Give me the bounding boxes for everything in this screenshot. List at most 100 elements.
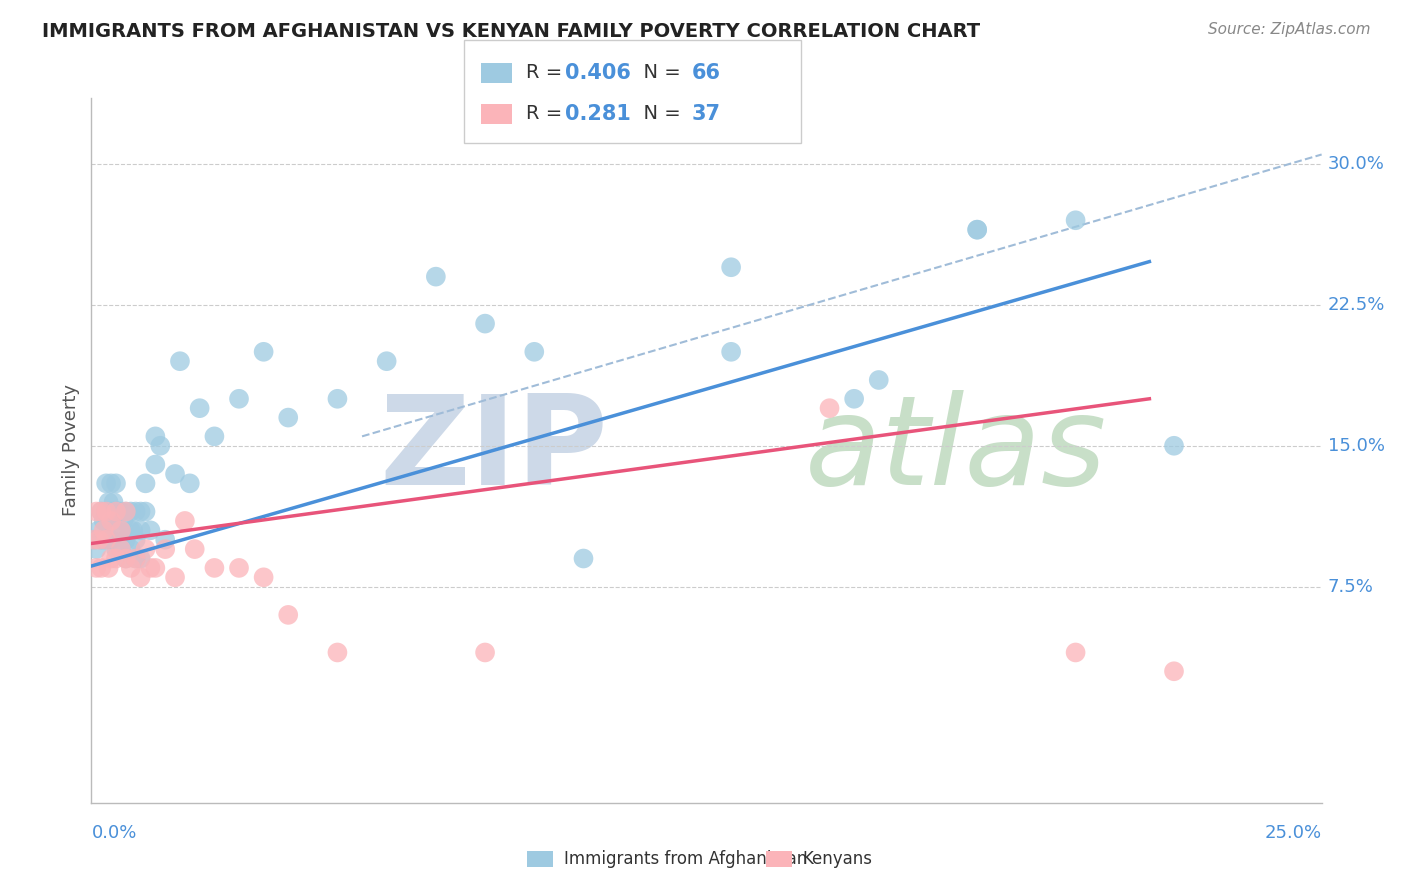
Point (86, 542, 108, 557)
Point (105, 551, 127, 566)
Text: N =: N = (631, 63, 688, 82)
Text: N =: N = (631, 104, 688, 123)
Point (183, 542, 207, 557)
Point (169, 354, 191, 368)
Point (105, 504, 127, 518)
Text: 66: 66 (692, 63, 721, 83)
Point (139, 524, 162, 538)
Point (842, 392, 865, 406)
Point (966, 222, 988, 236)
Point (145, 458, 166, 472)
Point (228, 561, 250, 575)
Point (474, 645, 496, 659)
Point (139, 561, 162, 575)
Point (86, 561, 108, 575)
Point (93, 524, 115, 538)
Point (83, 533, 105, 547)
Text: IMMIGRANTS FROM AFGHANISTAN VS KENYAN FAMILY POVERTY CORRELATION CHART: IMMIGRANTS FROM AFGHANISTAN VS KENYAN FA… (42, 22, 980, 41)
Point (135, 476, 156, 491)
Point (100, 504, 122, 518)
Point (153, 533, 177, 547)
Text: 7.5%: 7.5% (1327, 578, 1374, 596)
Point (96, 504, 117, 518)
Point (135, 542, 156, 557)
Point (277, 607, 299, 622)
Point (202, 561, 225, 575)
Point (90, 504, 112, 518)
Point (103, 495, 125, 509)
Point (1064, 213, 1087, 227)
Point (114, 504, 138, 518)
Point (90, 533, 112, 547)
Point (114, 551, 138, 566)
Text: atlas: atlas (804, 390, 1107, 511)
Point (114, 504, 138, 518)
Point (100, 533, 122, 547)
Point (114, 551, 138, 566)
Point (277, 410, 299, 425)
Point (1163, 665, 1185, 679)
Point (868, 373, 890, 387)
Point (188, 401, 211, 416)
Y-axis label: Family Poverty: Family Poverty (62, 384, 80, 516)
Point (105, 542, 127, 557)
Point (124, 504, 146, 518)
Point (1064, 645, 1087, 659)
Point (100, 514, 122, 528)
Point (523, 344, 546, 359)
Point (129, 570, 152, 584)
Text: ZIP: ZIP (380, 390, 607, 511)
Point (124, 533, 146, 547)
Point (83, 533, 105, 547)
Point (96, 476, 117, 491)
Point (163, 467, 186, 481)
Text: Kenyans: Kenyans (803, 850, 873, 868)
Text: R =: R = (526, 104, 568, 123)
Point (163, 570, 186, 584)
Point (105, 504, 127, 518)
Point (120, 524, 142, 538)
Point (93, 514, 115, 528)
Point (179, 476, 201, 491)
Point (572, 551, 595, 566)
Point (149, 439, 172, 453)
Point (124, 551, 146, 566)
Point (96, 533, 117, 547)
Point (129, 504, 152, 518)
Point (326, 392, 349, 406)
Text: Immigrants from Afghanistan: Immigrants from Afghanistan (564, 850, 807, 868)
Text: 0.281: 0.281 (565, 104, 631, 124)
Point (425, 269, 447, 284)
Point (110, 542, 132, 557)
Text: R =: R = (526, 63, 568, 82)
Point (966, 222, 988, 236)
Point (135, 504, 156, 518)
Point (145, 429, 166, 443)
Text: 25.0%: 25.0% (1264, 824, 1322, 842)
Point (100, 514, 122, 528)
Text: 37: 37 (692, 104, 721, 124)
Text: 22.5%: 22.5% (1327, 296, 1385, 314)
Point (375, 354, 398, 368)
Point (145, 561, 166, 575)
Point (228, 392, 250, 406)
Point (86, 504, 108, 518)
Point (202, 429, 225, 443)
Text: 0.406: 0.406 (565, 63, 631, 83)
Point (110, 524, 132, 538)
Point (129, 524, 152, 538)
Point (253, 570, 276, 584)
Point (110, 542, 132, 557)
Point (107, 504, 129, 518)
Point (474, 317, 496, 331)
Text: Source: ZipAtlas.com: Source: ZipAtlas.com (1208, 22, 1371, 37)
Point (120, 561, 142, 575)
Point (87, 533, 110, 547)
Point (97, 495, 120, 509)
Text: 0.0%: 0.0% (91, 824, 136, 842)
Point (96, 504, 117, 518)
Point (110, 524, 132, 538)
Point (100, 551, 122, 566)
Point (97, 561, 120, 575)
Point (110, 504, 132, 518)
